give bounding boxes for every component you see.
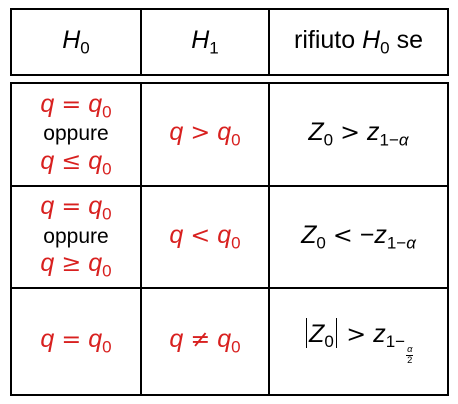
header-reject-label: rifiuto H0 se bbox=[294, 25, 423, 58]
header-reject: rifiuto H0 se bbox=[270, 10, 447, 74]
hypothesis-table: q = q0 oppure q ≤ q0 q > q0 Z0 > z1−α q = q0 oppur… bbox=[10, 82, 449, 396]
row2-h0: q = q0 oppure q ≥ q0 bbox=[12, 187, 140, 287]
row2-reject: Z0 < −z1−α bbox=[301, 220, 416, 253]
row1-h0-line1: q = q0 bbox=[40, 89, 112, 122]
column-divider bbox=[268, 84, 270, 394]
row3-reject: Z0 > z1− α 2 bbox=[270, 289, 447, 394]
row1-h0-line3: q ≤ q0 bbox=[40, 146, 112, 179]
row3-h1: q ≠ q0 bbox=[169, 325, 241, 357]
row2-h1: q < q0 bbox=[169, 220, 241, 253]
header-h0: H0 bbox=[12, 10, 140, 74]
row2-h0-oppure: oppure bbox=[43, 224, 109, 248]
column-divider bbox=[140, 10, 142, 74]
header-h1-label: H1 bbox=[191, 25, 219, 58]
column-divider bbox=[140, 84, 142, 394]
header-h1: H1 bbox=[142, 10, 268, 74]
row1-reject: Z0 > z1−α bbox=[308, 118, 409, 150]
header-table: H0 H1 rifiuto H0 se bbox=[10, 8, 449, 76]
row-divider bbox=[12, 287, 447, 289]
header-h0-label: H0 bbox=[62, 25, 90, 58]
row1-h1: q > q0 bbox=[169, 118, 241, 150]
row-divider bbox=[12, 185, 447, 187]
row3-h0: q = q0 bbox=[40, 325, 112, 357]
row1-h0-oppure: oppure bbox=[43, 122, 109, 146]
row2-h0-line3: q ≥ q0 bbox=[40, 249, 112, 281]
row1-h0: q = q0 oppure q ≤ q0 bbox=[12, 84, 140, 185]
row2-h0-line1: q = q0 bbox=[40, 192, 112, 224]
column-divider bbox=[268, 10, 270, 74]
